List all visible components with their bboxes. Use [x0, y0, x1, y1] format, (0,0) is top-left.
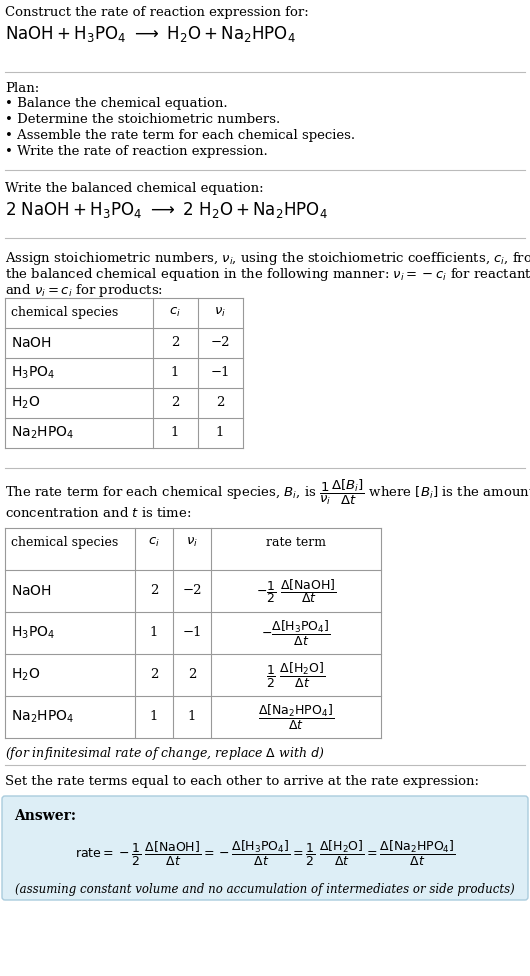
- Text: $\nu_i$: $\nu_i$: [186, 536, 198, 549]
- Text: $\mathrm{NaOH + H_3PO_4 \ {\longrightarrow} \ H_2O + Na_2HPO_4}$: $\mathrm{NaOH + H_3PO_4 \ {\longrightarr…: [5, 24, 296, 44]
- Text: rate term: rate term: [266, 536, 326, 549]
- Text: $\mathrm{Na_2HPO_4}$: $\mathrm{Na_2HPO_4}$: [11, 709, 74, 725]
- Text: 2: 2: [150, 669, 158, 681]
- Text: $c_i$: $c_i$: [148, 536, 160, 549]
- Text: 1: 1: [188, 711, 196, 723]
- Text: −2: −2: [210, 337, 229, 349]
- Text: 1: 1: [150, 627, 158, 639]
- Text: $\mathrm{rate} = -\dfrac{1}{2}\ \dfrac{\Delta[\mathrm{NaOH}]}{\Delta t} = -\dfra: $\mathrm{rate} = -\dfrac{1}{2}\ \dfrac{\…: [75, 839, 455, 868]
- Text: chemical species: chemical species: [11, 306, 118, 319]
- Text: 2: 2: [150, 585, 158, 597]
- Text: • Balance the chemical equation.: • Balance the chemical equation.: [5, 97, 227, 110]
- Text: 1: 1: [150, 711, 158, 723]
- Text: $\dfrac{\Delta[\mathrm{Na_2HPO_4}]}{\Delta t}$: $\dfrac{\Delta[\mathrm{Na_2HPO_4}]}{\Del…: [258, 703, 334, 731]
- Text: $\mathrm{Na_2HPO_4}$: $\mathrm{Na_2HPO_4}$: [11, 425, 74, 441]
- Text: $\mathrm{NaOH}$: $\mathrm{NaOH}$: [11, 336, 52, 350]
- Text: $\mathrm{H_3PO_4}$: $\mathrm{H_3PO_4}$: [11, 365, 55, 382]
- Text: Answer:: Answer:: [14, 809, 76, 823]
- Text: $\dfrac{1}{2}\ \dfrac{\Delta[\mathrm{H_2O}]}{\Delta t}$: $\dfrac{1}{2}\ \dfrac{\Delta[\mathrm{H_2…: [267, 661, 325, 689]
- Text: Set the rate terms equal to each other to arrive at the rate expression:: Set the rate terms equal to each other t…: [5, 775, 479, 788]
- Text: −1: −1: [210, 367, 229, 380]
- Text: 1: 1: [171, 427, 179, 439]
- Text: chemical species: chemical species: [11, 536, 118, 549]
- Text: Write the balanced chemical equation:: Write the balanced chemical equation:: [5, 182, 263, 195]
- Text: $\mathrm{H_2O}$: $\mathrm{H_2O}$: [11, 395, 40, 411]
- Text: the balanced chemical equation in the following manner: $\nu_i = -c_i$ for react: the balanced chemical equation in the fo…: [5, 266, 530, 283]
- Text: The rate term for each chemical species, $B_i$, is $\dfrac{1}{\nu_i}\dfrac{\Delt: The rate term for each chemical species,…: [5, 478, 530, 508]
- Text: −2: −2: [182, 585, 202, 597]
- Text: −1: −1: [182, 627, 202, 639]
- Text: and $\nu_i = c_i$ for products:: and $\nu_i = c_i$ for products:: [5, 282, 163, 299]
- Text: $-\dfrac{1}{2}\ \dfrac{\Delta[\mathrm{NaOH}]}{\Delta t}$: $-\dfrac{1}{2}\ \dfrac{\Delta[\mathrm{Na…: [255, 577, 337, 605]
- Text: $\mathrm{H_3PO_4}$: $\mathrm{H_3PO_4}$: [11, 625, 55, 641]
- Text: Plan:: Plan:: [5, 82, 39, 95]
- Text: 2: 2: [171, 337, 179, 349]
- Text: $\mathrm{2 \ NaOH + H_3PO_4 \ {\longrightarrow} \ 2 \ H_2O + Na_2HPO_4}$: $\mathrm{2 \ NaOH + H_3PO_4 \ {\longrigh…: [5, 200, 328, 220]
- Text: concentration and $t$ is time:: concentration and $t$ is time:: [5, 506, 191, 520]
- FancyBboxPatch shape: [2, 796, 528, 900]
- Text: 2: 2: [171, 396, 179, 410]
- Text: Assign stoichiometric numbers, $\nu_i$, using the stoichiometric coefficients, $: Assign stoichiometric numbers, $\nu_i$, …: [5, 250, 530, 267]
- Text: $\nu_i$: $\nu_i$: [214, 306, 226, 319]
- Text: Construct the rate of reaction expression for:: Construct the rate of reaction expressio…: [5, 6, 309, 19]
- Text: 1: 1: [171, 367, 179, 380]
- Text: $\mathrm{NaOH}$: $\mathrm{NaOH}$: [11, 584, 52, 598]
- Text: • Assemble the rate term for each chemical species.: • Assemble the rate term for each chemic…: [5, 129, 355, 142]
- Text: 2: 2: [216, 396, 224, 410]
- Text: $-\dfrac{\Delta[\mathrm{H_3PO_4}]}{\Delta t}$: $-\dfrac{\Delta[\mathrm{H_3PO_4}]}{\Delt…: [261, 619, 331, 647]
- Text: • Write the rate of reaction expression.: • Write the rate of reaction expression.: [5, 145, 268, 158]
- Text: $\mathrm{H_2O}$: $\mathrm{H_2O}$: [11, 667, 40, 683]
- Text: (assuming constant volume and no accumulation of intermediates or side products): (assuming constant volume and no accumul…: [15, 883, 515, 896]
- Text: 2: 2: [188, 669, 196, 681]
- Text: (for infinitesimal rate of change, replace $\Delta$ with $d$): (for infinitesimal rate of change, repla…: [5, 745, 324, 762]
- Text: $c_i$: $c_i$: [169, 306, 181, 319]
- Text: 1: 1: [216, 427, 224, 439]
- Text: • Determine the stoichiometric numbers.: • Determine the stoichiometric numbers.: [5, 113, 280, 126]
